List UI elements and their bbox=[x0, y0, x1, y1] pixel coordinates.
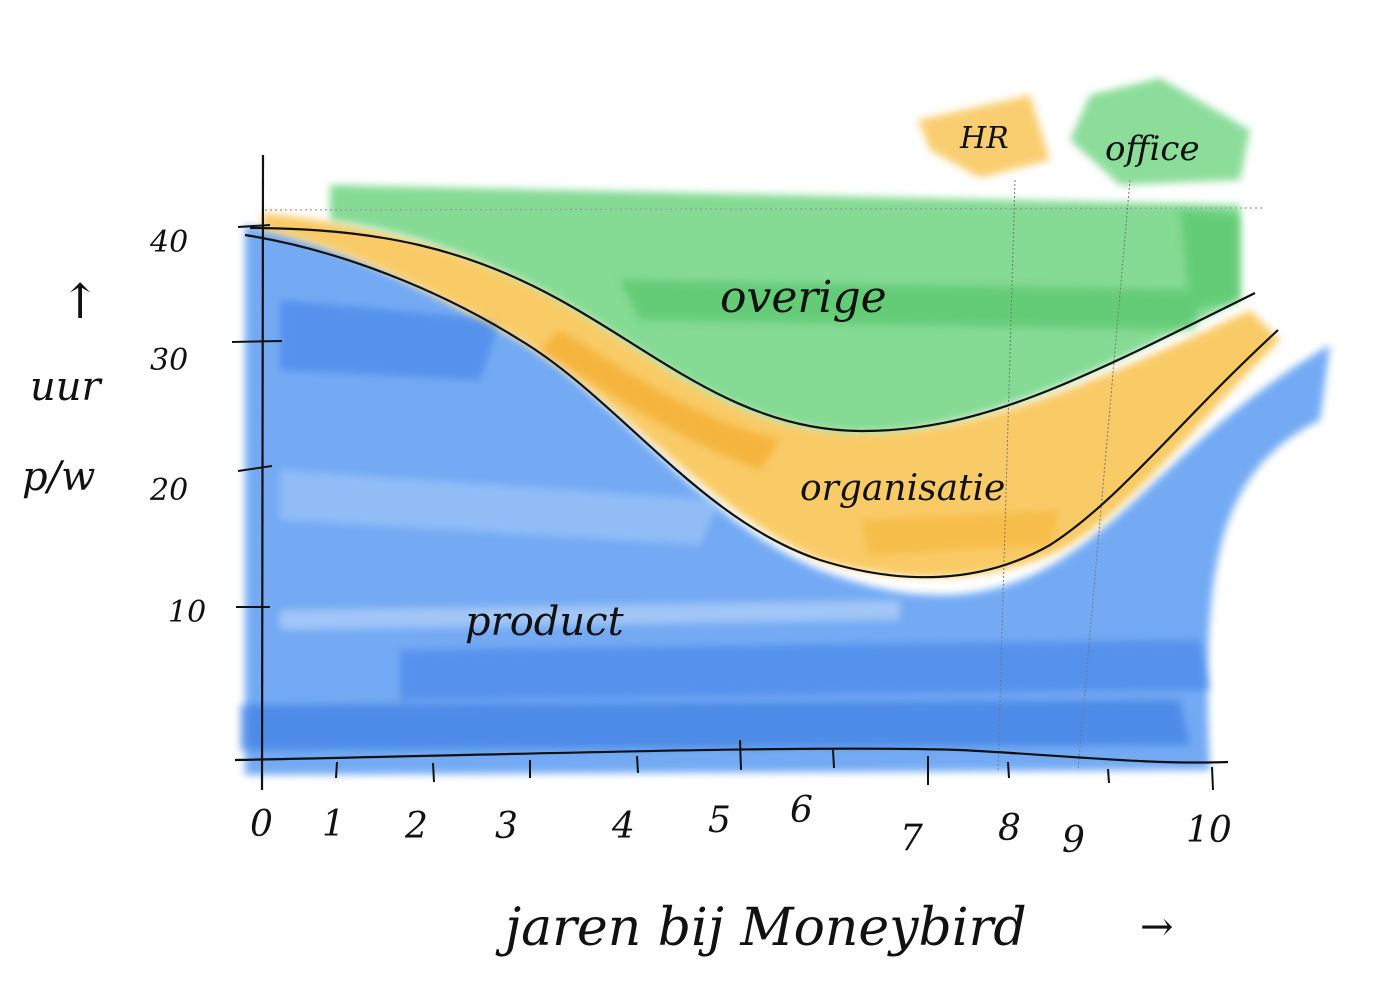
organisatie-area bbox=[262, 213, 1280, 578]
right-arrow-icon: → bbox=[1140, 904, 1174, 950]
svg-text:0: 0 bbox=[250, 804, 273, 845]
organisatie-brush-streaks bbox=[540, 330, 1060, 555]
overige-brush-streaks bbox=[620, 210, 1240, 330]
y-axis-title: ↑ uur p/w bbox=[22, 274, 104, 500]
office-marker-line bbox=[1077, 179, 1131, 771]
svg-text:9: 9 bbox=[1062, 820, 1085, 861]
svg-text:4: 4 bbox=[611, 806, 635, 847]
y-tick-labels: 40 30 20 10 bbox=[149, 225, 206, 630]
region-label-product: product bbox=[465, 599, 625, 645]
organisatie-top-line bbox=[249, 226, 1256, 433]
svg-text:p/w: p/w bbox=[22, 454, 95, 500]
x-axis-title: jaren bij Moneybird → bbox=[495, 898, 1174, 958]
svg-text:30: 30 bbox=[150, 343, 188, 378]
svg-text:20: 20 bbox=[149, 473, 188, 508]
x-ticks bbox=[261, 739, 1214, 791]
svg-text:8: 8 bbox=[998, 808, 1021, 849]
product-area bbox=[245, 225, 1330, 775]
svg-text:7: 7 bbox=[900, 818, 923, 859]
svg-text:10: 10 bbox=[168, 595, 206, 630]
x-tick-labels: 0 1 2 3 4 5 6 7 8 9 10 bbox=[250, 790, 1232, 861]
y-axis bbox=[260, 154, 265, 791]
svg-text:10: 10 bbox=[1186, 810, 1232, 851]
y-ticks bbox=[231, 224, 283, 608]
office-label: office bbox=[1105, 129, 1200, 169]
product-brush-streaks bbox=[240, 300, 1210, 750]
max-hours-line bbox=[264, 207, 1266, 211]
up-arrow-icon: ↑ bbox=[60, 274, 100, 330]
svg-text:uur: uur bbox=[30, 364, 104, 410]
svg-text:3: 3 bbox=[495, 806, 518, 847]
svg-text:jaren bij Moneybird: jaren bij Moneybird bbox=[495, 898, 1027, 958]
product-top-line bbox=[244, 233, 1279, 579]
svg-text:40: 40 bbox=[149, 225, 188, 260]
x-axis bbox=[234, 747, 1229, 764]
office-callout: office bbox=[1070, 78, 1250, 771]
svg-text:5: 5 bbox=[708, 800, 731, 841]
region-label-organisatie: organisatie bbox=[800, 468, 1005, 509]
hr-callout: HR bbox=[918, 95, 1050, 771]
svg-text:1: 1 bbox=[322, 804, 345, 845]
hr-label: HR bbox=[959, 121, 1009, 156]
svg-text:6: 6 bbox=[790, 790, 813, 831]
region-label-overige: overige bbox=[720, 272, 887, 323]
svg-text:2: 2 bbox=[404, 806, 428, 847]
